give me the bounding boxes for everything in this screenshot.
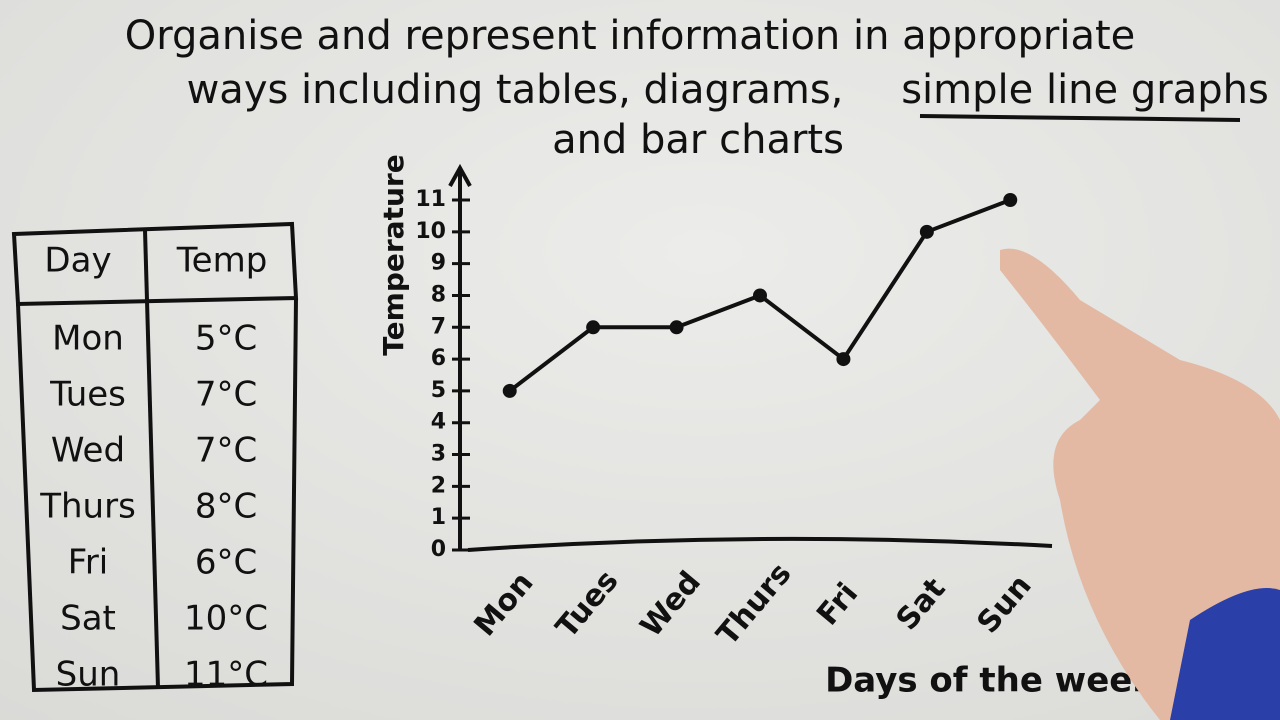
y-axis-arrow <box>448 163 472 187</box>
x-axis-label: Days of the week <box>825 661 1156 701</box>
table-cell: Thurs <box>39 487 136 527</box>
y-tick-label: 6 <box>431 346 446 371</box>
y-tick-label: 5 <box>431 378 446 403</box>
table-cell: Mon <box>52 319 124 359</box>
y-tick-label: 10 <box>415 219 446 244</box>
table-cell: Sun <box>56 655 121 695</box>
table-cell: Sat <box>60 599 116 639</box>
data-point <box>669 320 684 335</box>
y-tick-label: 0 <box>431 537 446 562</box>
y-tick-label: 1 <box>431 505 446 530</box>
y-axis-label: Temperature <box>377 154 410 355</box>
table-cell: 8°C <box>195 487 257 527</box>
sleeve <box>1170 588 1280 720</box>
heading-underline <box>919 114 1241 122</box>
data-point <box>919 224 934 239</box>
data-point <box>502 383 517 398</box>
y-tick-label: 4 <box>431 410 446 435</box>
data-point <box>586 320 601 335</box>
table-cell: 6°C <box>195 543 257 583</box>
heading-line-2: ways including tables, diagrams, <box>187 67 844 113</box>
heading-line-1: Organise and represent information in ap… <box>125 13 1136 59</box>
y-tick-label: 11 <box>415 187 446 212</box>
table-cell: 10°C <box>184 599 268 639</box>
table-header: Day <box>44 241 111 281</box>
y-tick-label: 2 <box>431 473 446 498</box>
y-tick-label: 7 <box>431 314 446 339</box>
table-cell: Tues <box>49 375 126 415</box>
data-point <box>836 352 851 367</box>
table-cell: 11°C <box>184 655 268 695</box>
table-frame <box>11 221 299 693</box>
data-point <box>753 288 767 303</box>
table: Day Temp Mon 5°C Tues 7°C Wed 7°C Thurs 8°C Fri 6°C… <box>39 241 268 695</box>
heading-underlined: simple line graphs <box>901 67 1269 113</box>
table-cell: 7°C <box>195 431 257 471</box>
table-cell: Wed <box>51 431 125 471</box>
y-tick-label: 9 <box>431 251 446 276</box>
heading-line-3: and bar charts <box>552 117 844 163</box>
x-axis <box>467 536 1053 552</box>
y-tick-label: 8 <box>431 282 446 307</box>
pointing-hand <box>1000 248 1280 720</box>
table-cell: 5°C <box>195 319 257 359</box>
y-tick-label: 3 <box>431 442 446 467</box>
table-cell: 7°C <box>195 375 257 415</box>
data-point <box>1003 193 1018 207</box>
table-cell: Fri <box>68 543 109 583</box>
table-header: Temp <box>176 241 268 281</box>
